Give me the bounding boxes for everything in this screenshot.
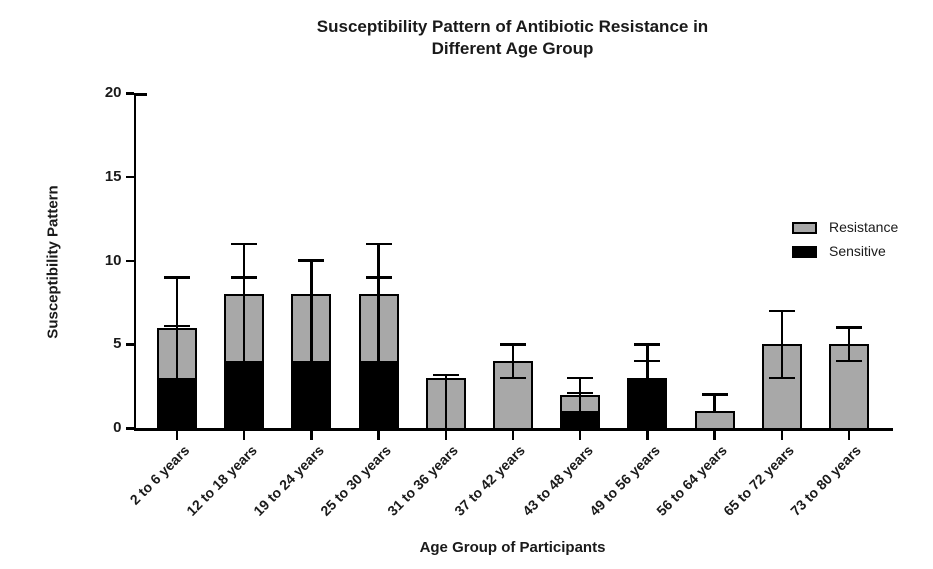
y-axis-title: Susceptibility Pattern: [44, 185, 62, 339]
bar-segment-sensitive: [358, 361, 399, 430]
y-axis-line: [133, 93, 136, 431]
y-axis-tick: [125, 343, 134, 346]
error-bar-cap: [634, 343, 661, 346]
error-bar-cap: [500, 343, 526, 346]
y-axis-tick: [125, 175, 134, 179]
chart-title-line2: Different Age Group: [431, 39, 594, 58]
x-tick-label: 37 to 42 years: [451, 442, 529, 519]
error-bar-line: [578, 377, 582, 412]
y-tick-label: 10: [104, 251, 122, 269]
x-tick-label: 43 to 48 years: [518, 442, 596, 519]
error-bar-line: [444, 375, 448, 428]
x-axis-tick: [511, 430, 515, 440]
error-bar-cap: [634, 359, 661, 363]
x-tick-label: 31 to 36 years: [384, 442, 462, 519]
legend-label-resistance: Resistance: [829, 219, 899, 235]
x-axis-tick: [175, 430, 179, 440]
error-bar-line: [847, 327, 851, 361]
x-tick-label: 2 to 6 years: [126, 442, 193, 508]
bar-segment-resistance: [694, 411, 735, 430]
x-axis-tick: [713, 430, 716, 440]
y-axis-top-hook: [133, 93, 147, 96]
x-tick-label: 56 to 64 years: [653, 442, 730, 519]
x-axis-tick: [377, 430, 380, 440]
x-axis-tick: [780, 430, 784, 440]
legend-item-resistance: Resistance: [792, 220, 898, 235]
error-bar-cap: [365, 276, 392, 279]
x-axis-tick: [578, 430, 582, 440]
legend-swatch-sensitive-icon: [792, 245, 817, 258]
error-bar-cap: [500, 376, 526, 379]
x-axis-tick: [444, 430, 448, 440]
legend-swatch-resistance-icon: [792, 221, 817, 234]
error-bar-cap: [231, 276, 258, 279]
x-tick-label: 65 to 72 years: [720, 442, 798, 519]
bar-segment-sensitive: [157, 377, 197, 430]
x-axis-tick: [242, 430, 246, 440]
chart-title-line1: Susceptibility Pattern of Antibiotic Res…: [316, 17, 709, 36]
chart-title: Susceptibility Pattern of Antibiotic Res…: [135, 16, 890, 60]
error-bar-cap: [164, 324, 190, 328]
error-bar-line: [310, 260, 313, 361]
y-axis-tick: [125, 427, 134, 430]
x-tick-label: 12 to 18 years: [182, 442, 260, 519]
error-bar-line: [175, 277, 179, 378]
y-tick-label: 15: [104, 167, 122, 185]
y-axis-tick: [125, 92, 134, 95]
y-axis-tick: [125, 259, 134, 262]
error-bar-cap: [836, 359, 862, 363]
x-tick-label: 49 to 56 years: [585, 442, 663, 519]
error-bar-cap: [231, 242, 258, 245]
error-bar-cap: [567, 376, 594, 379]
error-bar-line: [242, 243, 246, 361]
x-axis-title: Age Group of Participants: [419, 539, 606, 556]
error-bar-cap: [298, 259, 325, 262]
bar-segment-sensitive: [560, 411, 601, 430]
legend-label-sensitive: Sensitive: [829, 243, 886, 259]
x-tick-label: 19 to 24 years: [249, 442, 327, 519]
y-tick-label: 0: [113, 419, 122, 436]
error-bar-line: [511, 344, 515, 378]
error-bar-cap: [365, 242, 392, 245]
bar-segment-sensitive: [224, 361, 265, 430]
error-bar-line: [780, 310, 784, 378]
error-bar-line: [713, 394, 716, 412]
error-bar-cap: [768, 376, 795, 379]
legend-item-sensitive: Sensitive: [792, 244, 898, 259]
bar-segment-sensitive: [291, 361, 332, 430]
x-axis-tick: [847, 430, 851, 440]
y-tick-label: 20: [104, 84, 122, 101]
error-bar-cap: [836, 326, 862, 329]
y-tick-label: 5: [113, 335, 122, 353]
error-bar-line: [377, 243, 380, 361]
error-bar-cap: [164, 276, 190, 279]
error-bar-cap: [567, 391, 594, 395]
bar-segment-sensitive: [627, 377, 668, 430]
x-axis-tick: [310, 430, 313, 440]
error-bar-cap: [768, 309, 795, 312]
legend: Resistance Sensitive: [792, 220, 898, 268]
error-bar-cap: [432, 373, 459, 377]
error-bar-cap: [701, 393, 728, 396]
x-tick-label: 25 to 30 years: [317, 442, 394, 519]
x-tick-label: 73 to 80 years: [787, 442, 865, 519]
x-axis-tick: [646, 430, 649, 440]
